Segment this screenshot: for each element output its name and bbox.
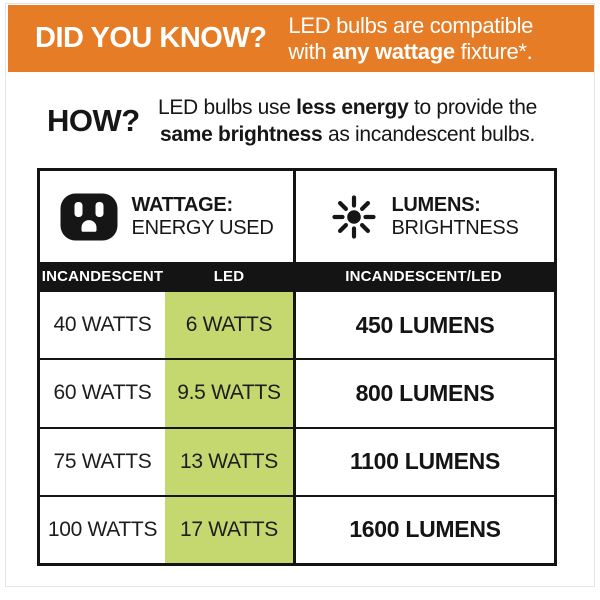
how-line1: LED bulbs use less energy to provide the	[157, 96, 538, 119]
led-cell: 17 WATTS	[165, 496, 293, 563]
comparison-table: WATTAGE: ENERGY USED	[37, 168, 557, 566]
wattage-header-subtitle: ENERGY USED	[131, 216, 274, 239]
banner-line1: LED bulbs are compatible	[288, 12, 534, 38]
incandescent-cell: 100 WATTS	[47, 517, 158, 541]
wattage-header-title: WATTAGE:	[131, 193, 234, 216]
how-text: LED bulbs use less energy to provide the…	[125, 94, 570, 148]
led-cell: 9.5 WATTS	[165, 360, 293, 427]
table-row: 40 WATTS 6 WATTS 450 LUMENS	[40, 290, 554, 359]
column-header-incandescent: INCANDESCENT	[41, 267, 164, 285]
table-row: 100 WATTS 17 WATTS 1600 LUMENS	[40, 494, 554, 563]
lumens-cell: 450 LUMENS	[293, 292, 554, 359]
column-header-incandescent-led: INCANDESCENT/LED	[345, 267, 502, 285]
how-label: HOW?	[47, 103, 140, 138]
lumens-header-label: LUMENS: BRIGHTNESS	[391, 194, 518, 240]
did-you-know-banner: DID YOU KNOW? LED bulbs are compatible w…	[8, 5, 594, 72]
banner-message: LED bulbs are compatible with any wattag…	[288, 13, 533, 65]
lumens-header-cell: LUMENS: BRIGHTNESS	[293, 171, 554, 262]
lumens-cell: 1100 LUMENS	[293, 428, 554, 495]
wattage-header-label: WATTAGE: ENERGY USED	[132, 194, 274, 240]
table-header-row: WATTAGE: ENERGY USED	[40, 171, 554, 262]
banner-title: DID YOU KNOW?	[35, 22, 267, 54]
lumens-header-subtitle: BRIGHTNESS	[391, 216, 519, 239]
lumens-cell: 800 LUMENS	[293, 360, 554, 427]
wattage-header-cell: WATTAGE: ENERGY USED	[40, 171, 293, 262]
incandescent-cell: 40 WATTS	[53, 313, 152, 337]
how-section: HOW? LED bulbs use less energy to provid…	[0, 84, 600, 158]
brightness-icon	[331, 194, 377, 240]
incandescent-cell: 60 WATTS	[53, 381, 152, 405]
how-line2: same brightness as incandescent bulbs.	[160, 123, 535, 146]
column-header-led: LED	[213, 267, 245, 285]
led-cell: 13 WATTS	[165, 428, 293, 495]
table-row: 60 WATTS 9.5 WATTS 800 LUMENS	[40, 358, 554, 427]
outlet-icon	[60, 193, 118, 241]
table-row: 75 WATTS 13 WATTS 1100 LUMENS	[40, 426, 554, 495]
led-cell: 6 WATTS	[165, 292, 293, 359]
lumens-header-title: LUMENS:	[391, 193, 481, 216]
lumens-cell: 1600 LUMENS	[293, 496, 554, 563]
column-header-bar: INCANDESCENT LED INCANDESCENT/LED	[40, 262, 554, 290]
page-frame	[5, 3, 595, 587]
incandescent-cell: 75 WATTS	[53, 449, 152, 473]
banner-line2: with any wattage fixture*.	[288, 38, 533, 64]
